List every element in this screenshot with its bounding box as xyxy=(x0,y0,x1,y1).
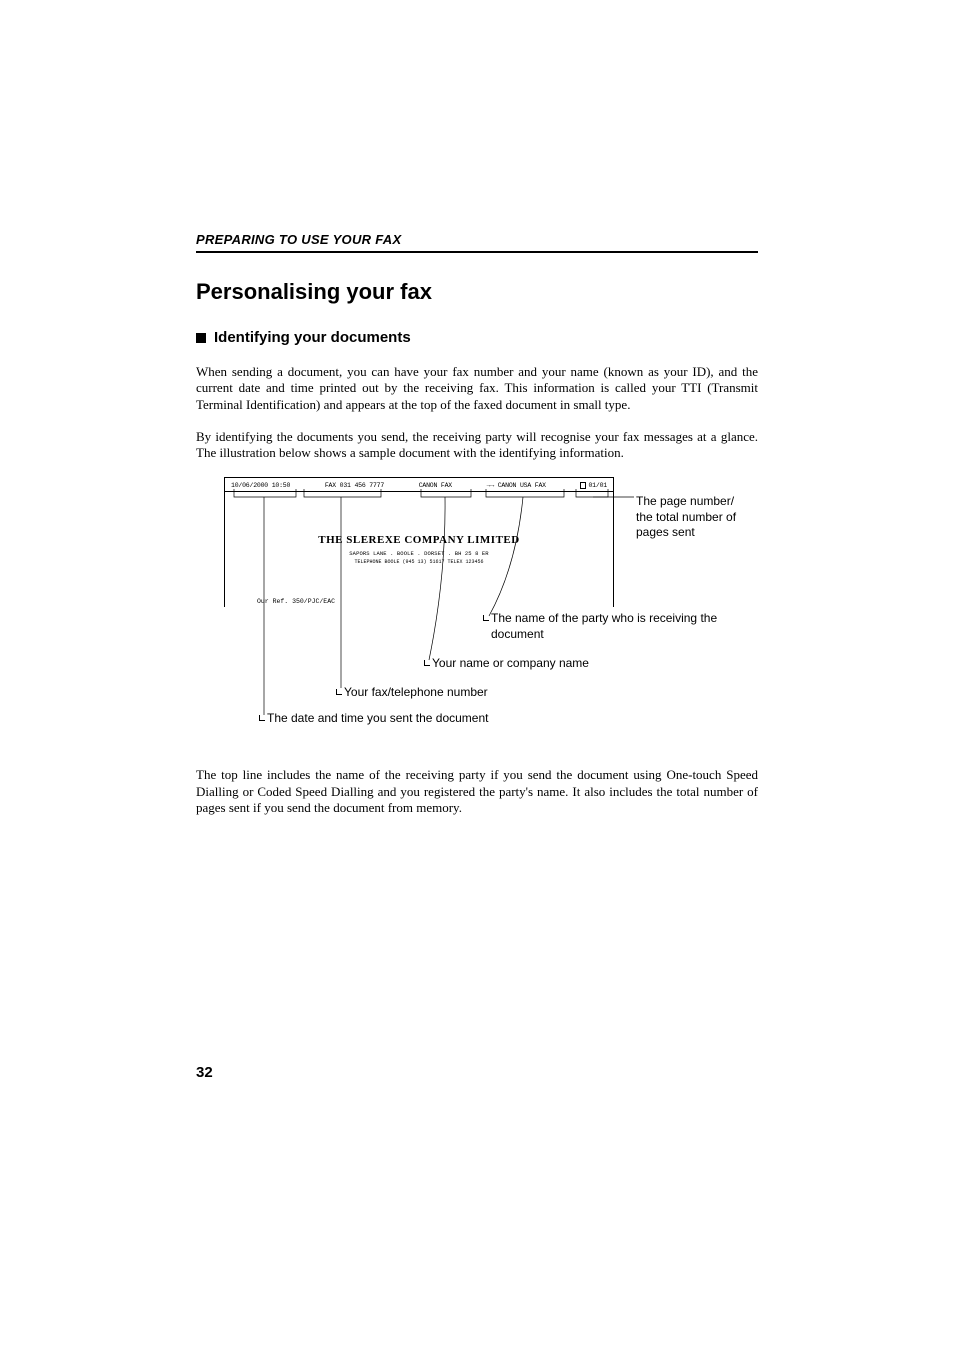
paragraph-1: When sending a document, you can have yo… xyxy=(196,364,758,413)
sample-fax-illustration: 10/06/2000 10:50 FAX 031 456 7777 CANON … xyxy=(196,477,758,737)
reference-line: Our Ref. 350/PJC/EAC xyxy=(257,598,335,605)
subsection-heading: Identifying your documents xyxy=(196,329,758,346)
paragraph-2: By identifying the documents you send, t… xyxy=(196,429,758,462)
tti-page: 01/01 xyxy=(580,482,607,489)
callout-fax-number: Your fax/telephone number xyxy=(344,685,488,701)
subsection-title: Identifying your documents xyxy=(214,329,411,346)
company-address: SAPORS LANE . BOOLE . DORSET . BH 25 8 E… xyxy=(225,550,613,557)
bracket-icon xyxy=(483,615,489,621)
fax-page-frame: 10/06/2000 10:50 FAX 031 456 7777 CANON … xyxy=(224,477,614,607)
tti-receiver: →→ CANON USA FAX xyxy=(487,482,546,489)
company-name: THE SLEREXE COMPANY LIMITED xyxy=(225,534,613,546)
bracket-icon xyxy=(424,660,430,666)
page-icon xyxy=(580,482,586,489)
tti-fax-number: FAX 031 456 7777 xyxy=(325,482,384,489)
company-telephone: TELEPHONE BOOLE (945 13) 51617 TELEX 123… xyxy=(225,559,613,565)
callout-receiver: The name of the party who is receiving t… xyxy=(491,611,731,642)
sample-document-body: THE SLEREXE COMPANY LIMITED SAPORS LANE … xyxy=(225,534,613,565)
tti-sender-name: CANON FAX xyxy=(419,482,452,489)
tti-header-row: 10/06/2000 10:50 FAX 031 456 7777 CANON … xyxy=(225,478,613,492)
tti-datetime: 10/06/2000 10:50 xyxy=(231,482,290,489)
running-header: PREPARING TO USE YOUR FAX xyxy=(196,232,758,253)
section-title: Personalising your fax xyxy=(196,279,758,305)
callout-sender: Your name or company name xyxy=(432,656,589,672)
callout-datetime: The date and time you sent the document xyxy=(267,711,488,727)
bracket-icon xyxy=(259,715,265,721)
page-number: 32 xyxy=(196,1064,213,1081)
paragraph-3: The top line includes the name of the re… xyxy=(196,767,758,816)
square-bullet-icon xyxy=(196,333,206,343)
callout-page-count: The page number/the total number ofpages… xyxy=(636,494,766,541)
bracket-icon xyxy=(336,689,342,695)
